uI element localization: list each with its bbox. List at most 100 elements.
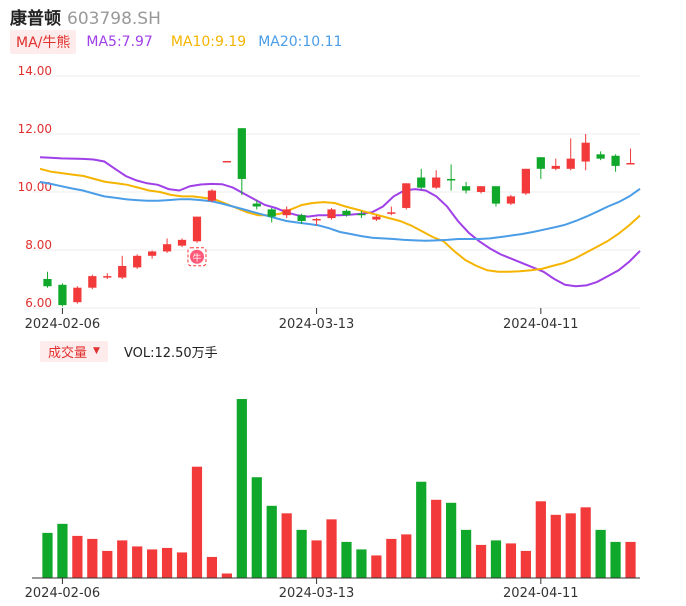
volume-bar [356,549,367,578]
volume-bar [580,507,591,578]
price-x-tick-label: 2024-02-06 [25,317,101,332]
volume-bar [341,541,352,578]
volume-bar [595,529,606,578]
candle-up [88,276,97,288]
ma-selector-button[interactable]: MA/牛熊 [10,30,77,54]
candle-down [596,154,605,159]
volume-bar [460,529,472,578]
volume-bar [326,519,337,578]
candle-up [551,165,560,169]
candle-up [626,163,635,165]
candle-up [432,177,441,188]
price-tick-label: 10.00 [18,180,52,194]
volume-selector-label: 成交量 [48,345,88,361]
volume-bar [625,541,636,578]
volume-bar [446,502,457,578]
volume-x-tick-label: 2024-02-06 [25,586,101,601]
candle-up [118,265,127,278]
volume-bar [416,481,427,578]
volume-bar [206,556,218,578]
volume-bar [42,532,53,578]
volume-bar [520,550,531,578]
volume-bar [251,477,262,578]
volume-selector-button[interactable]: 成交量 ▼ [40,340,108,362]
candle-up [148,251,157,256]
candle-down [237,128,246,179]
ma10-label: MA10:9.19 [170,34,247,50]
volume-bar [161,547,173,578]
volume-bar [311,540,322,578]
volume-x-tick-label: 2024-04-11 [503,586,579,601]
ma5-label: MA5:7.97 [86,34,153,50]
candle-up [133,255,142,268]
candle-up [327,209,336,219]
candle-down [417,177,426,188]
bull-marker-icon [189,249,204,264]
candle-up [207,190,217,201]
candle-up [387,212,396,214]
candle-down [536,157,545,169]
volume-bar [132,546,143,578]
candle-up [103,276,112,278]
volume-bar [72,535,83,578]
volume-bar [505,543,517,578]
volume-bar [87,538,98,578]
price-tick-label: 8.00 [25,238,52,252]
candle-up [222,160,231,163]
candle-up [476,186,486,192]
volume-bar [610,541,621,578]
volume-bar [102,550,113,578]
volume-bar [57,523,68,578]
ma20-line [39,180,641,242]
ma5-line [39,156,641,288]
ma10-line [39,167,641,273]
volume-bar [386,538,397,578]
candle-down [297,215,306,221]
volume-bar [475,544,487,578]
price-tick-label: 12.00 [18,122,52,136]
volume-bar [191,466,203,578]
candle-down [58,284,67,306]
volume-bar [401,534,412,578]
volume-bar [236,399,247,578]
candle-up [312,218,321,221]
volume-bar [281,513,292,578]
volume-bar [371,555,382,578]
candle-down [252,203,261,207]
candle-down [342,210,351,216]
candle-down [43,279,52,287]
ma-legend: MA/牛熊 MA5:7.97 MA10:9.19 MA20:10.11 [10,30,342,54]
stock-code: 603798.SH [67,9,161,29]
price-x-tick-label: 2024-03-13 [279,317,355,332]
volume-bar [266,505,277,578]
candle-down [447,178,456,181]
volume-value-label: VOL:12.50万手 [123,345,218,361]
candle-up [162,244,172,252]
volume-bar [296,529,307,578]
caret-down-icon: ▼ [93,346,100,356]
candle-up [521,168,530,194]
candle-up [73,287,82,303]
stock-name: 康普顿 [10,9,61,29]
price-tick-label: 6.00 [25,296,52,310]
price-tick-label: 14.00 [18,64,52,78]
candle-up [177,239,187,246]
volume-x-tick-label: 2024-03-13 [279,586,355,601]
volume-bar [490,540,502,578]
candle-up [402,183,411,208]
volume-bar [431,499,442,578]
candle-down [461,186,471,191]
volume-bar [550,514,561,578]
candle-up [372,216,381,220]
candle-down [267,209,276,217]
volume-bar [117,540,128,578]
volume-bar [565,513,576,578]
candle-down [611,155,620,166]
volume-bar [147,549,158,578]
volume-bar [176,552,188,578]
candle-down [357,213,366,216]
candle-down [491,186,501,204]
volume-bar [535,501,546,578]
ma20-label: MA20:10.11 [258,34,343,50]
